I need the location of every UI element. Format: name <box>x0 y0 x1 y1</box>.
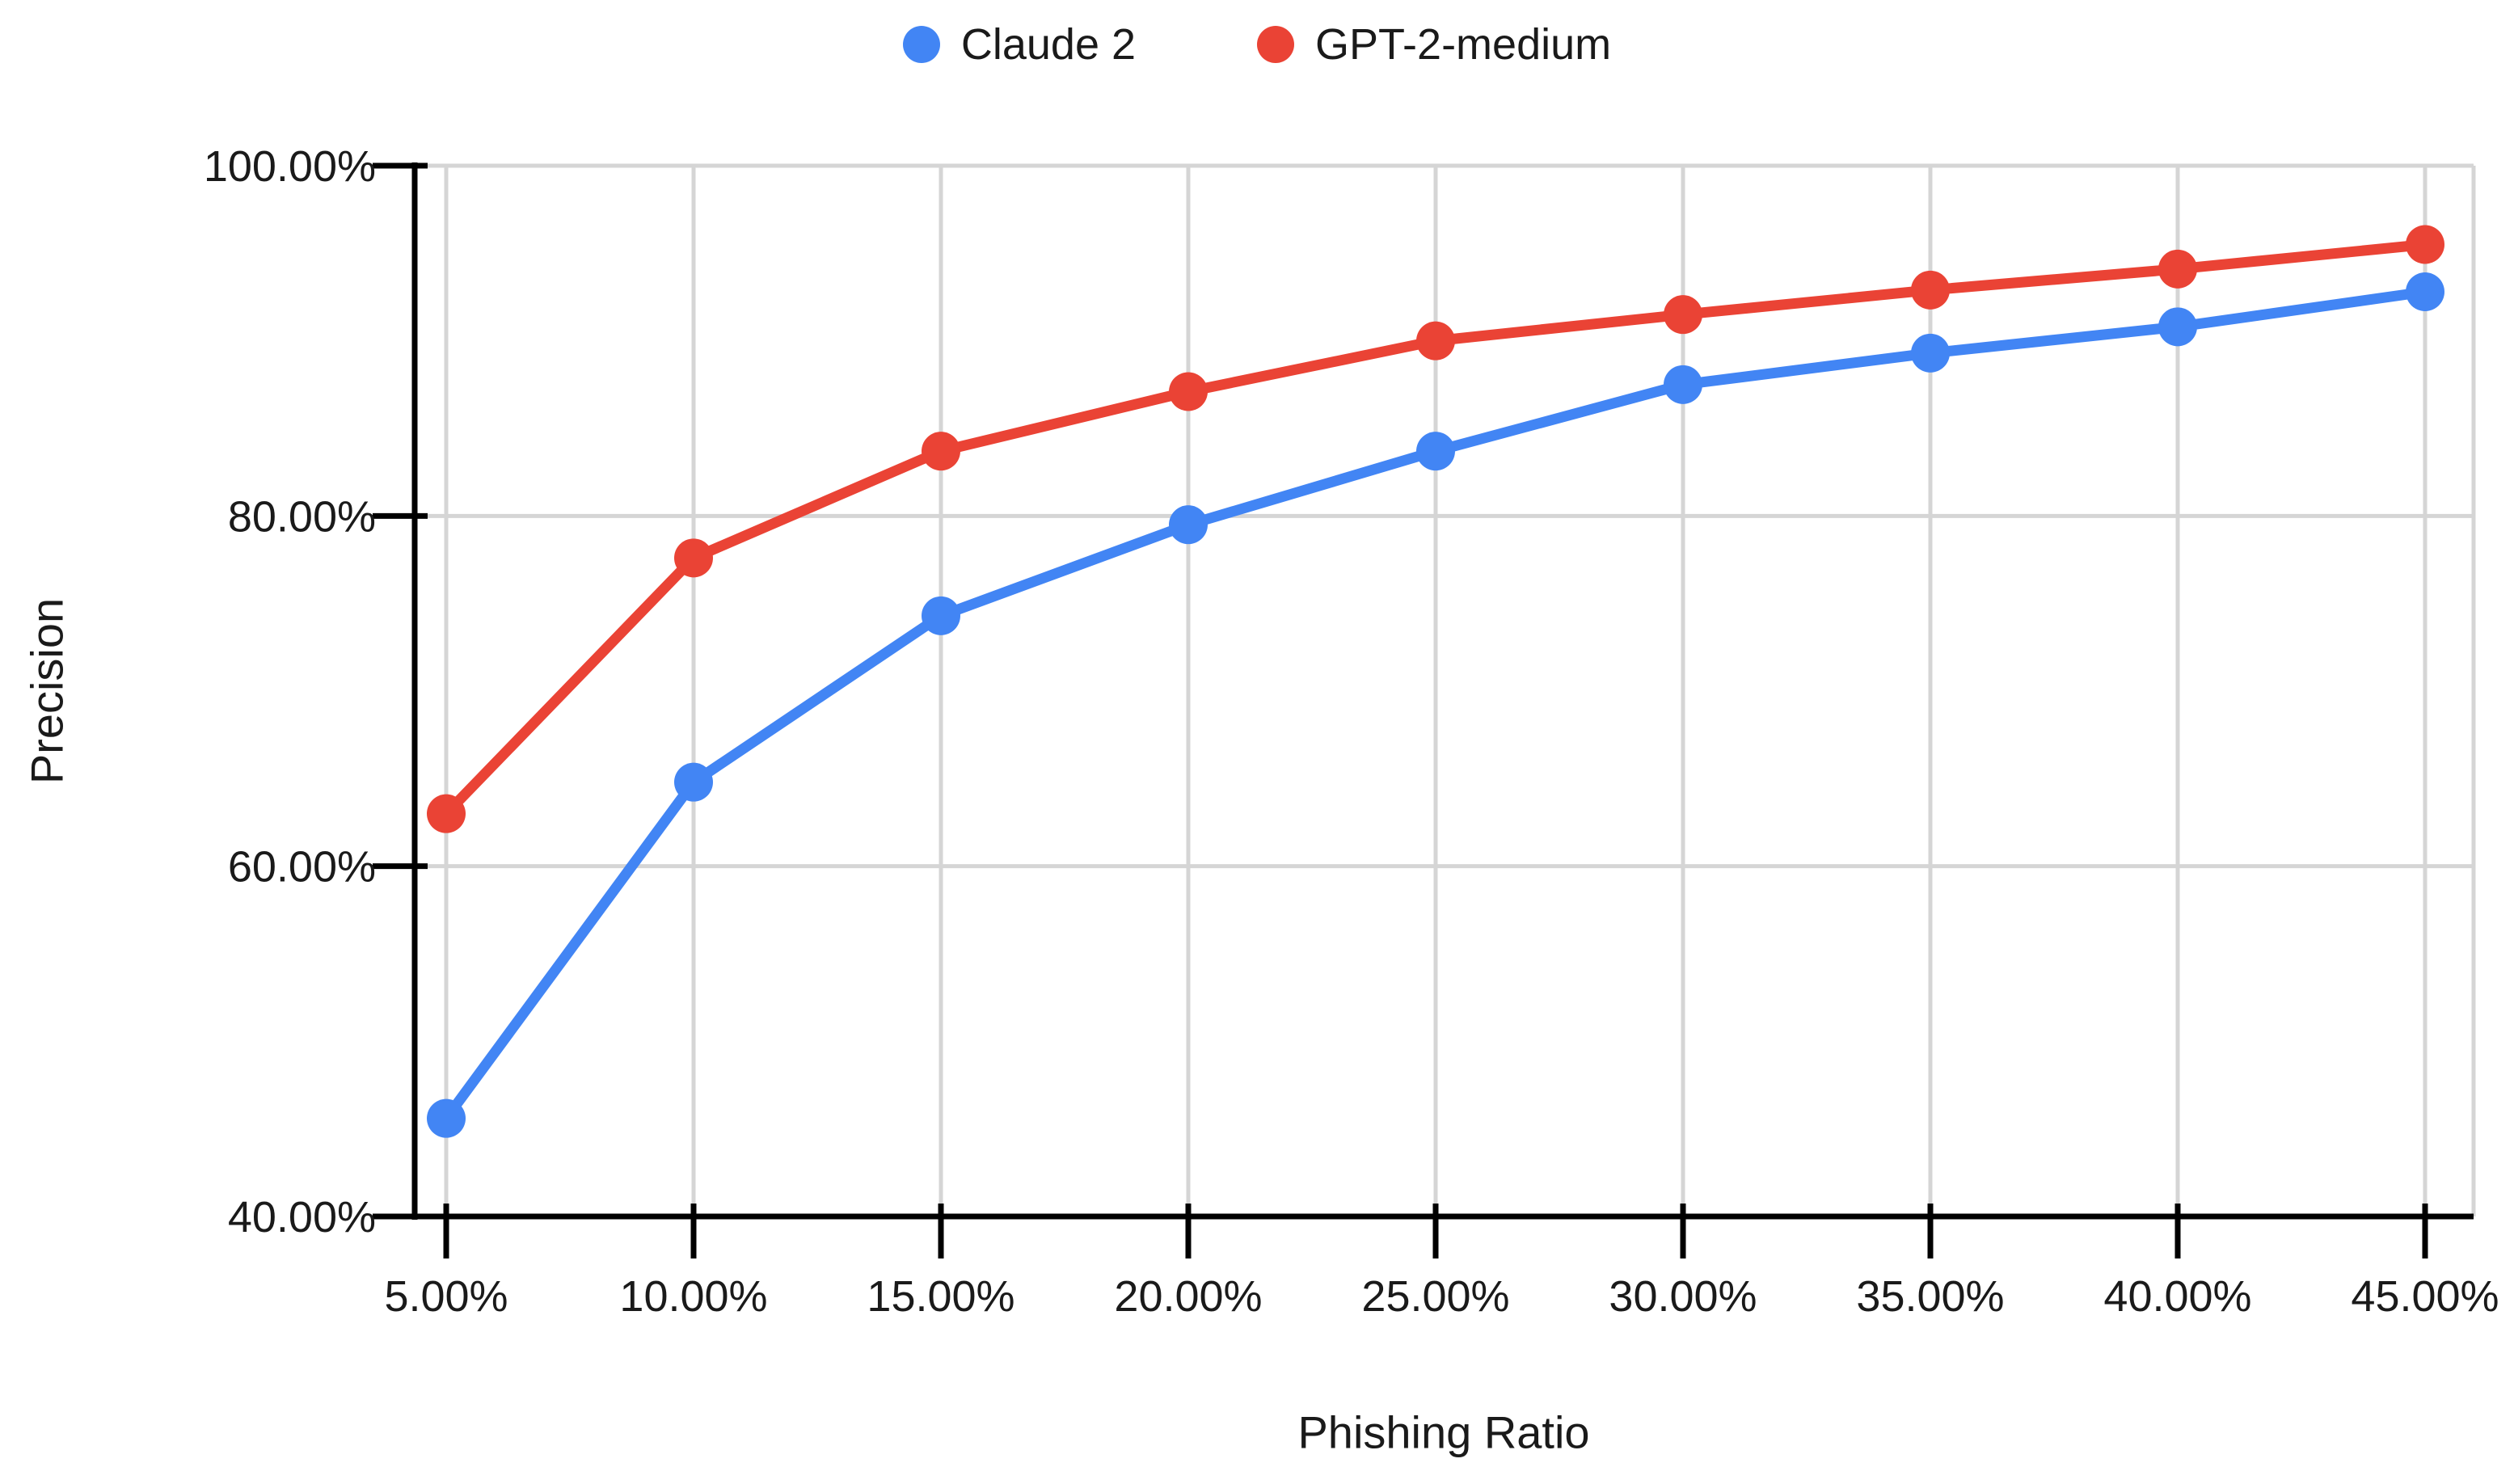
marker-claude-2 <box>674 762 713 802</box>
x-tick-label: 10.00% <box>619 1272 767 1321</box>
x-axis-title: Phishing Ratio <box>1297 1406 1590 1458</box>
marker-claude-2 <box>427 1098 466 1138</box>
y-tick-label: 80.00% <box>228 492 376 541</box>
chart-legend: Claude 2 GPT-2-medium <box>0 23 2514 66</box>
x-tick-label: 35.00% <box>1856 1272 2004 1321</box>
legend-item-gpt-2-medium: GPT-2-medium <box>1257 23 1611 66</box>
marker-gpt-2-medium <box>2158 249 2197 289</box>
x-tick-label: 30.00% <box>1609 1272 1757 1321</box>
marker-claude-2 <box>1416 432 1455 471</box>
x-tick-label: 5.00% <box>384 1272 508 1321</box>
x-tick-label: 45.00% <box>2351 1272 2499 1321</box>
legend-swatch-claude-2-icon <box>902 26 940 63</box>
legend-label-claude-2: Claude 2 <box>960 20 1137 69</box>
marker-gpt-2-medium <box>2406 225 2444 264</box>
marker-gpt-2-medium <box>1416 321 1455 360</box>
marker-gpt-2-medium <box>1664 295 1702 335</box>
marker-claude-2 <box>1911 333 1950 373</box>
marker-gpt-2-medium <box>427 794 466 833</box>
legend-item-claude-2: Claude 2 <box>902 20 1137 69</box>
x-tick-label: 25.00% <box>1361 1272 1509 1321</box>
marker-gpt-2-medium <box>674 538 713 578</box>
y-tick-label: 60.00% <box>228 843 376 892</box>
marker-gpt-2-medium <box>1911 270 1950 310</box>
marker-claude-2 <box>1169 505 1208 545</box>
legend-label-gpt-2-medium: GPT-2-medium <box>1315 20 1612 69</box>
legend-swatch-gpt-2-medium-icon <box>1257 26 1295 63</box>
y-tick-label: 40.00% <box>228 1193 376 1242</box>
marker-claude-2 <box>2406 272 2444 311</box>
x-tick-label: 20.00% <box>1114 1272 1262 1321</box>
marker-claude-2 <box>1664 365 1702 404</box>
x-tick-label: 40.00% <box>2103 1272 2251 1321</box>
marker-gpt-2-medium <box>922 432 960 471</box>
x-tick-label: 15.00% <box>867 1272 1014 1321</box>
marker-claude-2 <box>922 596 960 635</box>
marker-claude-2 <box>2158 307 2197 347</box>
y-tick-label: 100.00% <box>204 142 376 191</box>
marker-gpt-2-medium <box>1169 372 1208 411</box>
